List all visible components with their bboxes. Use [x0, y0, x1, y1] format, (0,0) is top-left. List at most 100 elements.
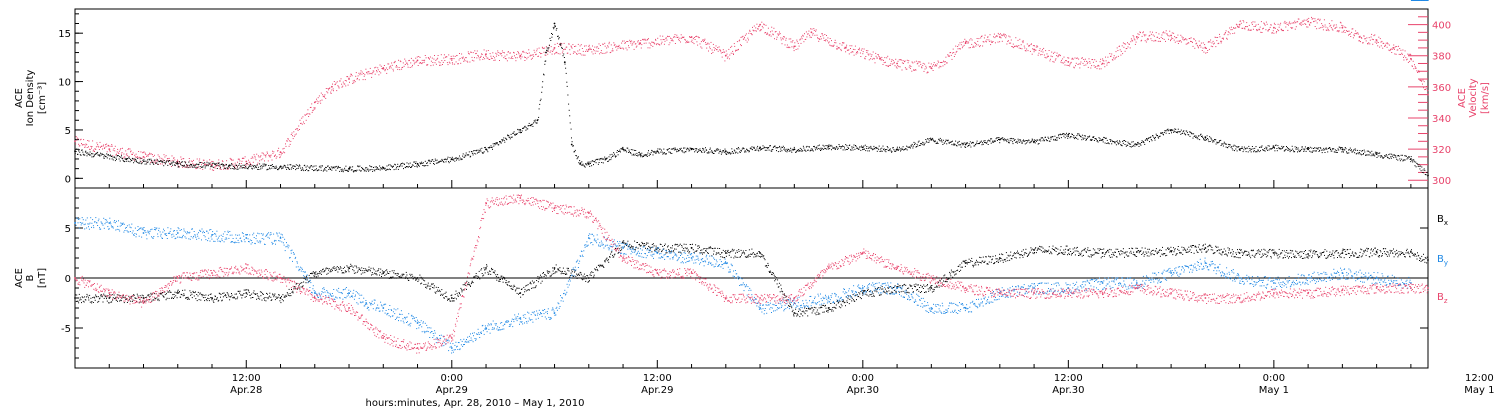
velocity-dot	[384, 65, 385, 66]
velocity-dot	[1205, 47, 1206, 48]
density-dot	[1286, 149, 1287, 150]
velocity-dot	[1363, 42, 1364, 43]
velocity-dot	[254, 156, 255, 157]
bx-dot	[95, 295, 96, 296]
velocity-dot	[364, 74, 365, 75]
density-dot	[373, 167, 374, 168]
density-dot	[180, 164, 181, 165]
density-dot	[442, 160, 443, 161]
velocity-dot	[1350, 33, 1351, 34]
density-point	[1342, 148, 1344, 150]
velocity-dot	[1332, 29, 1333, 30]
velocity-dot	[330, 92, 331, 93]
density-dot	[1257, 151, 1258, 152]
density-dot	[709, 149, 710, 150]
density-dot	[1347, 153, 1348, 154]
density-dot	[295, 169, 296, 170]
velocity-dot	[1237, 26, 1238, 27]
density-dot	[309, 168, 310, 169]
density-dot	[218, 165, 219, 166]
velocity-dot	[1200, 45, 1201, 46]
velocity-dot	[892, 59, 893, 60]
velocity-dot	[174, 159, 175, 160]
density-dot	[1412, 161, 1413, 162]
bx-dot	[140, 295, 141, 296]
velocity-dot	[650, 43, 651, 44]
density-dot	[413, 165, 414, 166]
density-dot	[799, 150, 800, 151]
density-dot	[104, 155, 105, 156]
velocity-dot	[859, 48, 860, 49]
density-dot	[422, 165, 423, 166]
velocity-dot	[898, 61, 899, 62]
velocity-dot	[272, 160, 273, 161]
velocity-dot	[133, 152, 134, 153]
density-dot	[1327, 151, 1328, 152]
density-point	[725, 150, 727, 152]
density-dot	[462, 156, 463, 157]
density-dot	[148, 162, 149, 163]
velocity-dot	[634, 49, 635, 50]
velocity-dot	[577, 54, 578, 55]
density-dot	[92, 153, 93, 154]
velocity-dot	[1205, 53, 1206, 54]
velocity-dot	[809, 35, 810, 36]
density-dot	[493, 143, 494, 144]
bx-dot	[167, 298, 168, 299]
density-dot	[202, 167, 203, 168]
density-dot	[1132, 146, 1133, 147]
density-dot	[90, 152, 91, 153]
velocity-dot	[1405, 50, 1406, 51]
density-dot	[1401, 155, 1402, 156]
velocity-dot	[440, 65, 441, 66]
velocity-dot	[279, 154, 280, 155]
density-dot	[655, 153, 656, 154]
density-dot	[320, 166, 321, 167]
density-dot	[647, 156, 648, 157]
velocity-dot	[1284, 21, 1285, 22]
velocity-dot	[419, 63, 420, 64]
velocity-dot	[516, 54, 517, 55]
density-dot	[1110, 140, 1111, 141]
velocity-dot	[369, 73, 370, 74]
velocity-dot	[229, 167, 230, 168]
density-dot	[867, 150, 868, 151]
velocity-dot	[814, 30, 815, 31]
velocity-dot	[1063, 63, 1064, 64]
velocity-dot	[1044, 55, 1045, 56]
density-dot	[965, 147, 966, 148]
velocity-dot	[826, 35, 827, 36]
density-dot	[689, 150, 690, 151]
density-dot	[299, 165, 300, 166]
density-dot	[582, 165, 583, 166]
velocity-dot	[1221, 41, 1222, 42]
velocity-dot	[1323, 29, 1324, 30]
density-dot	[1122, 145, 1123, 146]
density-dot	[679, 148, 680, 149]
density-dot	[1259, 147, 1260, 148]
bx-dot	[75, 294, 76, 295]
density-dot	[1298, 148, 1299, 149]
density-dot	[1050, 141, 1051, 142]
velocity-dot	[1234, 33, 1235, 34]
density-dot	[649, 155, 650, 156]
bx-dot	[232, 295, 233, 296]
density-dot	[427, 165, 428, 166]
velocity-dot	[371, 77, 372, 78]
velocity-dot	[984, 37, 985, 38]
bx-dot	[266, 293, 267, 294]
density-dot	[1335, 152, 1336, 153]
velocity-dot	[304, 123, 305, 124]
density-dot	[1248, 151, 1249, 152]
velocity-dot	[1042, 49, 1043, 50]
density-dot	[615, 155, 616, 156]
velocity-dot	[569, 44, 570, 45]
density-dot	[1157, 135, 1158, 136]
velocity-dot	[608, 47, 609, 48]
density-dot	[458, 158, 459, 159]
density-dot	[312, 166, 313, 167]
velocity-dot	[1366, 37, 1367, 38]
density-dot	[750, 148, 751, 149]
velocity-dot	[386, 68, 387, 69]
velocity-dot	[710, 48, 711, 49]
